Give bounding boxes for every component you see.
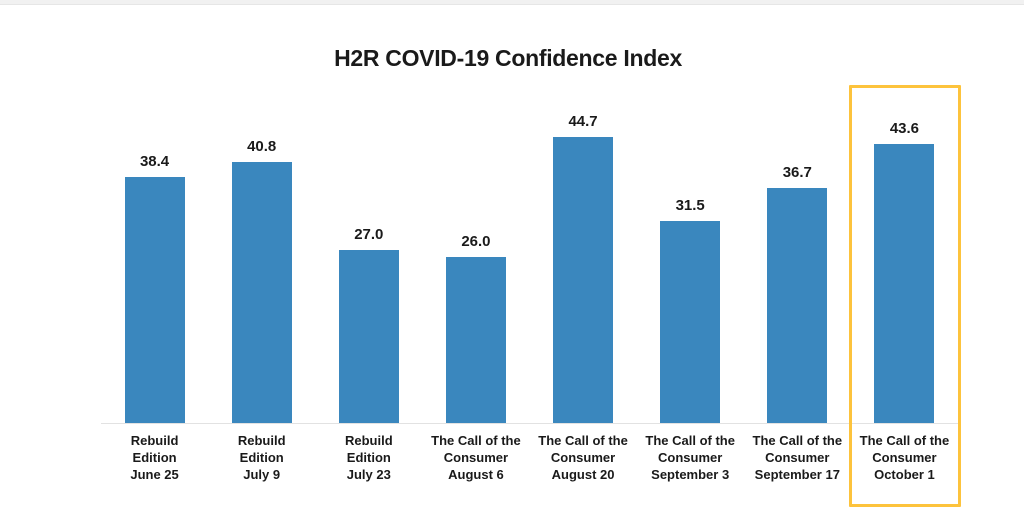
bar-value-label: 27.0 — [354, 226, 384, 244]
bar-column: 43.6 The Call of the Consumer October 1 — [848, 85, 961, 507]
bar — [660, 221, 721, 423]
bar — [231, 161, 292, 423]
bar-value-label: 31.5 — [675, 197, 705, 215]
bar-column: 26.0 The Call of the Consumer August 6 — [422, 103, 529, 507]
bar-value-label: 43.6 — [889, 120, 920, 137]
x-axis-line — [101, 423, 958, 424]
category-label: The Call of the Consumer August 20 — [538, 433, 628, 482]
bar-column: 38.4 Rebuild Edition June 25 — [101, 103, 208, 507]
category-label: The Call of the Consumer September 3 — [645, 433, 735, 482]
category-label: The Call of the Consumer October 1 — [859, 433, 950, 482]
bar-area: 26.0 — [422, 103, 529, 423]
bar-area: 27.0 — [315, 103, 422, 423]
bar-value-label: 36.7 — [782, 164, 812, 182]
bar-column: 40.8 Rebuild Edition July 9 — [208, 103, 315, 507]
bar — [445, 256, 506, 423]
bar-area: 38.4 — [101, 103, 208, 423]
bar-column: 31.5 The Call of the Consumer September 3 — [637, 103, 744, 507]
category-label: Rebuild Edition June 25 — [130, 433, 179, 482]
category-label: The Call of the Consumer August 6 — [431, 433, 521, 482]
bar — [124, 177, 185, 423]
bar — [338, 250, 399, 423]
bar-area: 31.5 — [637, 103, 744, 423]
bar-column: 36.7 The Call of the Consumer September 17 — [744, 103, 851, 507]
category-label: The Call of the Consumer September 17 — [752, 433, 843, 482]
bar-area: 43.6 — [851, 103, 958, 423]
bar-area: 36.7 — [744, 103, 851, 423]
chart-title: H2R COVID-19 Confidence Index — [334, 45, 682, 71]
window-top-edge — [0, 0, 1024, 5]
bar — [767, 188, 828, 423]
bar-value-label: 44.7 — [568, 112, 598, 130]
bar-chart: 38.4 Rebuild Edition June 25 40.8 Rebuild Edit… — [101, 85, 961, 507]
bar-value-label: 40.8 — [247, 137, 277, 155]
bar-column: 27.0 Rebuild Edition July 23 — [315, 103, 422, 507]
bar-area: 40.8 — [208, 103, 315, 423]
category-label: Rebuild Edition July 9 — [237, 433, 286, 482]
bar-area: 44.7 — [530, 103, 637, 423]
bar-value-label: 38.4 — [139, 153, 170, 171]
bar-column: 44.7 The Call of the Consumer August 20 — [530, 103, 637, 507]
bar — [553, 136, 614, 423]
highlight-box — [848, 85, 961, 507]
bar — [874, 144, 935, 423]
bar-value-label: 26.0 — [461, 232, 491, 250]
category-label: Rebuild Edition July 23 — [344, 433, 393, 482]
